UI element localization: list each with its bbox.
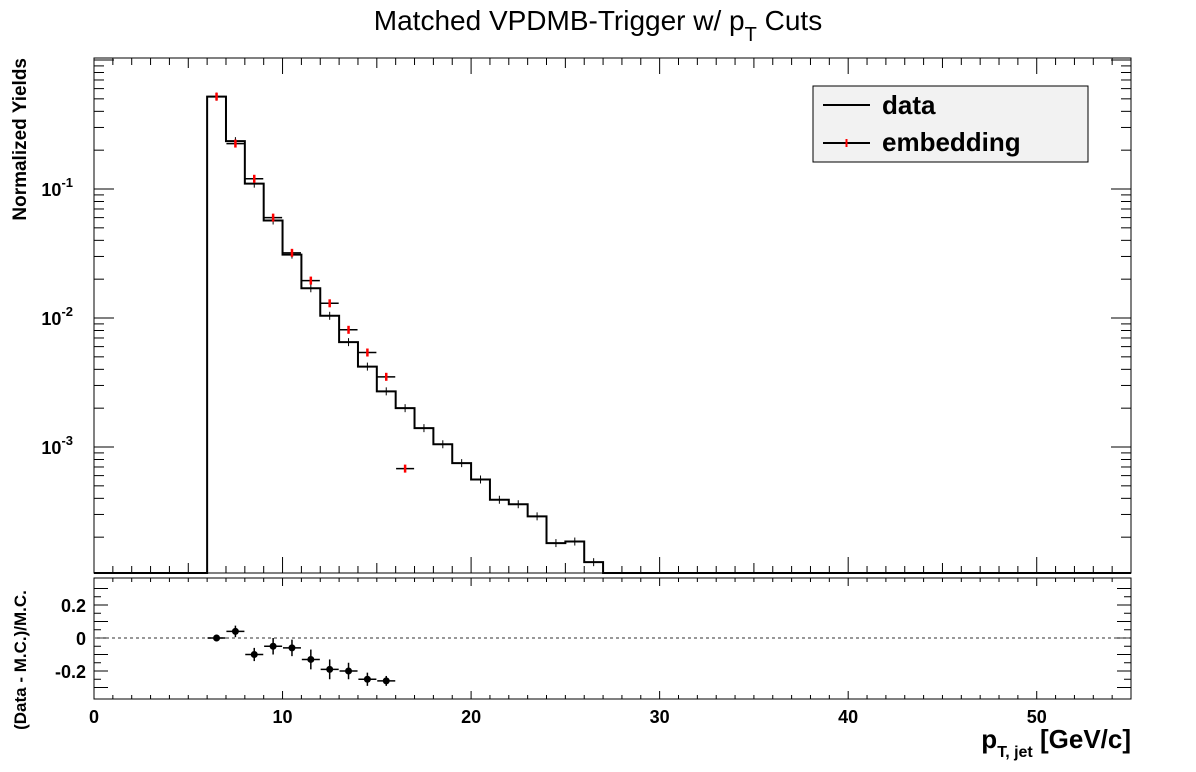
ratio-point [382, 677, 390, 685]
ratio-point [345, 667, 353, 675]
x-tick-label: 40 [838, 707, 858, 727]
bottom-y-tick-label: 0 [76, 629, 86, 649]
ratio-point [307, 655, 315, 663]
x-tick-label: 30 [650, 707, 670, 727]
x-tick-label: 20 [461, 707, 481, 727]
ratio-point [269, 642, 277, 650]
ratio-point [250, 651, 258, 658]
y-tick-exponent: -2 [61, 304, 73, 319]
y-tick-label: 10-3 [41, 433, 73, 458]
top-data [94, 92, 1131, 574]
top-axes: 10-1 10-2 10-3 [41, 58, 1132, 573]
chart-title: Matched VPDMB-Trigger w/ pT Cuts [374, 5, 822, 46]
x-tick-label: 50 [1027, 707, 1047, 727]
top-y-axis-label: Normalized Yields [10, 58, 31, 221]
bottom-y-tick-label: 0.2 [61, 596, 86, 616]
y-tick-label: 10-1 [41, 175, 73, 200]
data-histogram-line [94, 95, 1131, 574]
legend: data embedding [812, 85, 1089, 163]
bottom-axes: 0 10 20 30 40 50 0.2 0 -0.2 [55, 578, 1132, 727]
x-axis-label: pT, jet [GeV/c] [981, 724, 1131, 761]
y-tick-exponent: -3 [61, 433, 73, 448]
bottom-data [94, 625, 1131, 686]
legend-data-label: data [882, 90, 936, 120]
bottom-y-tick-label: -0.2 [55, 662, 86, 682]
y-tick-exponent: -1 [61, 175, 73, 190]
legend-box [812, 85, 1089, 163]
x-tick-label: 10 [273, 707, 293, 727]
bottom-y-axis-label: (Data - M.C.)/M.C. [11, 590, 30, 730]
y-tick-label: 10-2 [41, 304, 73, 329]
ratio-point [213, 634, 221, 642]
ratio-point [288, 644, 296, 652]
x-tick-label: 0 [89, 707, 99, 727]
ratio-point [326, 665, 334, 673]
ratio-point [363, 675, 371, 683]
legend-embedding-label: embedding [882, 127, 1021, 157]
ratio-point [231, 627, 239, 635]
